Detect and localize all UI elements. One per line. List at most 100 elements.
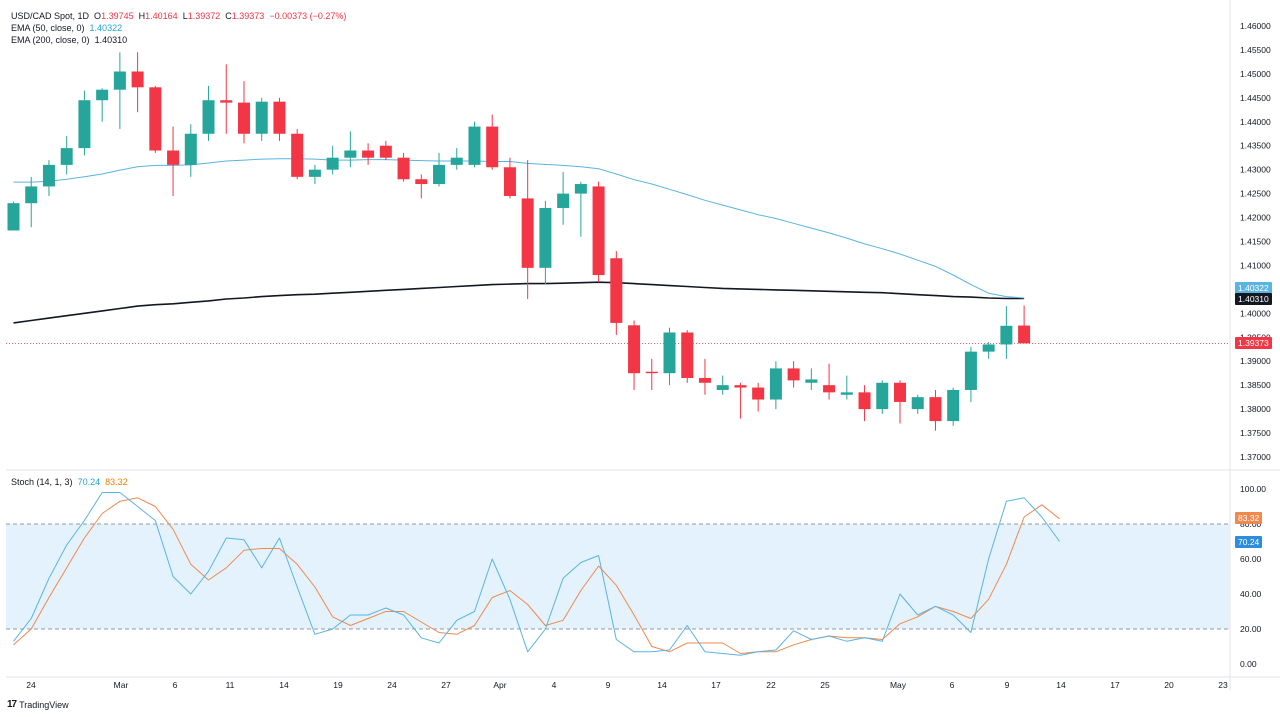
candles: [7, 52, 1031, 431]
stoch-d-tag: 83.32: [1235, 512, 1263, 524]
price-tick-label: 1.45000: [1240, 69, 1271, 79]
candle-body: [982, 344, 995, 352]
last-price-tag: 1.39373: [1235, 337, 1272, 349]
ohlc-legend: USD/CAD Spot, 1D O1.39745 H1.40164 L1.39…: [11, 11, 346, 22]
time-tick-label: 20: [1164, 680, 1174, 690]
candle-body: [769, 368, 782, 400]
symbol-label[interactable]: USD/CAD Spot, 1D: [11, 11, 90, 21]
price-tick-label: 1.41500: [1240, 237, 1271, 247]
ema200-legend[interactable]: EMA (200, close, 0) 1.40310: [11, 35, 127, 46]
stoch-tick-label: 60.00: [1240, 554, 1262, 564]
ema200-price-tag: 1.40310: [1235, 293, 1272, 305]
candle-body: [450, 157, 463, 165]
stoch-band: [6, 523, 1230, 630]
price-tick-label: 1.46000: [1240, 21, 1271, 31]
price-tick-label: 1.45500: [1240, 45, 1271, 55]
candle-body: [964, 351, 977, 390]
candle-body: [503, 167, 516, 197]
candle-body: [823, 385, 836, 393]
candle-body: [521, 198, 534, 268]
stoch-legend[interactable]: Stoch (14, 1, 3) 70.24 83.32: [11, 477, 128, 488]
candle-body: [131, 71, 144, 88]
time-tick-label: 6: [173, 680, 178, 690]
candle-body: [858, 392, 871, 410]
ema50-legend[interactable]: EMA (50, close, 0) 1.40322: [11, 23, 122, 34]
candle-body: [929, 397, 942, 422]
candle-body: [379, 145, 392, 158]
price-tick-label: 1.38500: [1240, 380, 1271, 390]
candle-body: [42, 164, 55, 187]
stoch-k-value: 70.24: [77, 477, 101, 487]
change-value: −0.00373 (−0.27%): [269, 11, 347, 21]
ema200-value: 1.40310: [94, 35, 128, 45]
ema200-label: EMA (200, close, 0): [11, 35, 90, 45]
tradingview-logo-icon: 17: [7, 699, 17, 710]
time-tick-label: 24: [387, 680, 397, 690]
candle-body: [894, 382, 906, 402]
candle-body: [468, 126, 481, 165]
candle-body: [25, 186, 38, 204]
candle-body: [78, 100, 91, 149]
open-value: 1.39745: [101, 11, 134, 21]
price-tick-label: 1.43500: [1240, 141, 1271, 151]
time-tick-label: 27: [441, 680, 451, 690]
time-tick-label: Apr: [493, 680, 506, 690]
candle-body: [7, 203, 20, 231]
candle-body: [805, 379, 818, 383]
candle-body: [326, 157, 339, 170]
time-tick-label: 22: [766, 680, 776, 690]
stoch-d-line: [13, 497, 1060, 654]
tradingview-logo-text: TradingView: [19, 699, 69, 710]
time-tick-label: May: [890, 680, 907, 690]
candle-body: [628, 325, 641, 374]
candle-body: [840, 392, 853, 395]
candle-body: [947, 389, 960, 422]
stoch-tick-label: 20.00: [1240, 624, 1262, 634]
candle-body: [716, 385, 729, 390]
candle-body: [752, 387, 765, 400]
time-tick-label: 6: [950, 680, 955, 690]
candle-body: [486, 126, 499, 168]
candle-body: [787, 368, 800, 381]
time-tick-label: 14: [657, 680, 667, 690]
candle-body: [734, 385, 747, 388]
ema200-line: [13, 281, 1025, 324]
candle-body: [433, 164, 446, 185]
stoch-band-fill: [6, 524, 1230, 629]
stoch-k-tag: 70.24: [1235, 536, 1263, 548]
open-label: O: [94, 11, 102, 21]
candle-body: [149, 87, 162, 151]
time-tick-label: 23: [1218, 680, 1228, 690]
price-tick-label: 1.38000: [1240, 404, 1271, 414]
low-value: 1.39372: [187, 11, 221, 21]
high-label: H: [138, 11, 146, 21]
stoch-d-value: 83.32: [105, 477, 128, 487]
candle-body: [308, 169, 321, 177]
low-label: L: [182, 11, 188, 21]
stoch-tick-label: 80.00: [1240, 519, 1262, 529]
time-tick-label: 17: [711, 680, 721, 690]
ema50-price-tag: 1.40322: [1235, 282, 1272, 294]
candle-body: [96, 89, 109, 101]
price-tick-label: 1.44000: [1240, 117, 1271, 127]
time-tick-label: 19: [333, 680, 343, 690]
candle-body: [645, 371, 658, 374]
candle-body: [663, 332, 676, 374]
candle-body: [911, 397, 924, 410]
candle-body: [1018, 325, 1031, 344]
stoch-k-line: [13, 492, 1061, 656]
candle-body: [184, 133, 197, 165]
tradingview-logo[interactable]: 17 TradingView: [7, 699, 69, 710]
candle-body: [273, 101, 286, 134]
candle-body: [610, 258, 623, 323]
time-tick-label: 24: [26, 680, 36, 690]
candle-body: [291, 133, 304, 177]
time-tick-label: 9: [1005, 680, 1010, 690]
candle-body: [539, 207, 552, 268]
ema50-label: EMA (50, close, 0): [11, 23, 85, 33]
candle-body: [237, 102, 250, 134]
candle-body: [255, 101, 268, 134]
price-tick-label: 1.37000: [1240, 452, 1271, 462]
time-tick-label: 4: [552, 680, 557, 690]
price-tick-label: 1.44500: [1240, 93, 1271, 103]
